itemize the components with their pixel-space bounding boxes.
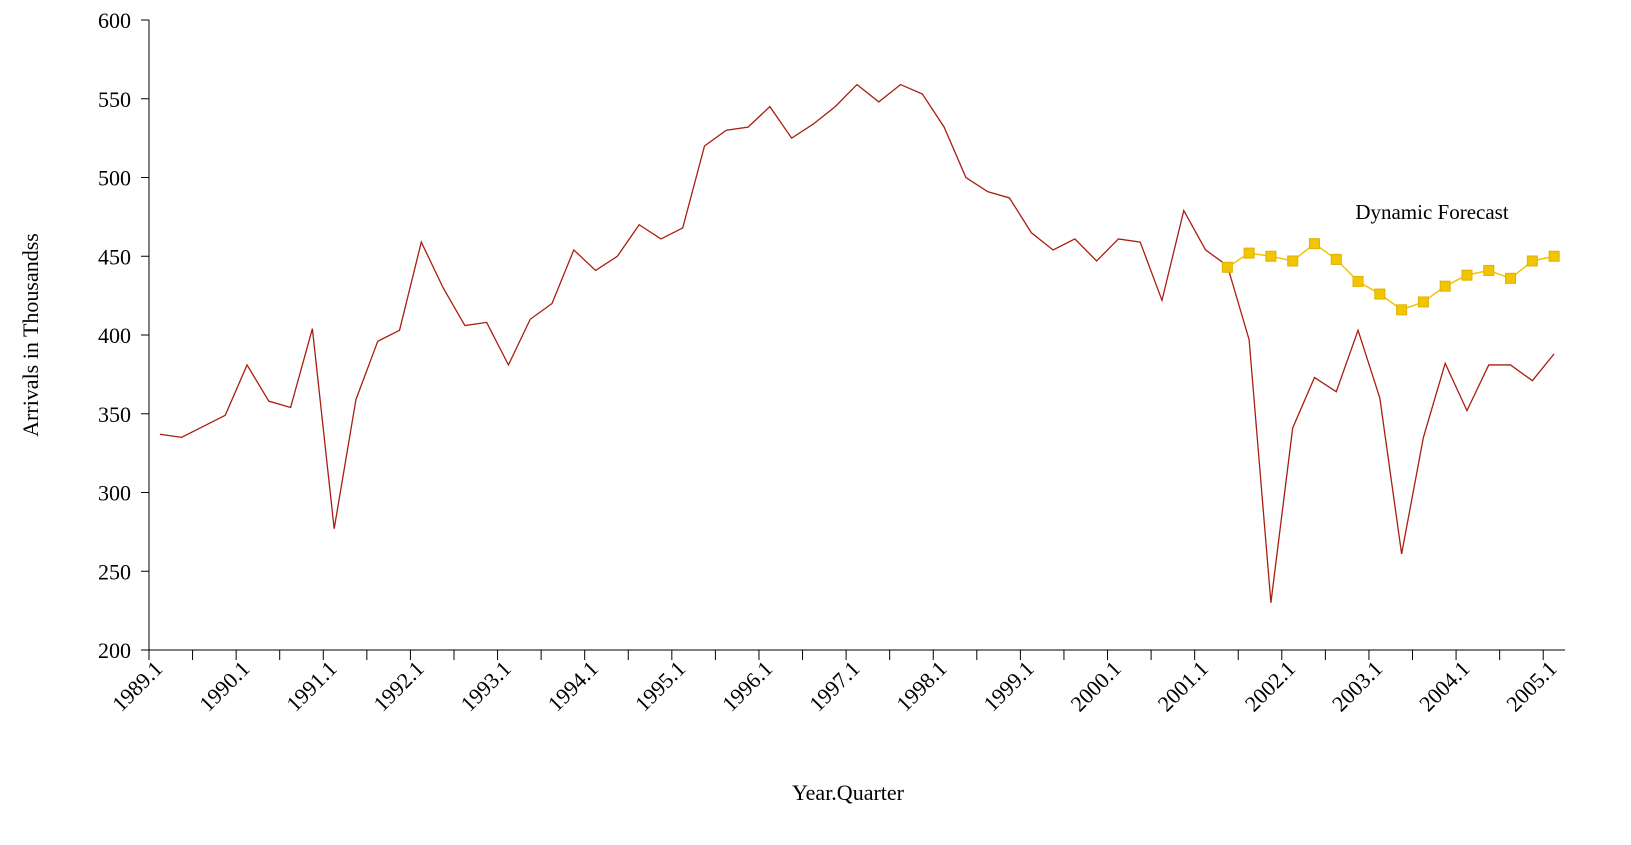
data-point [1505, 272, 1517, 284]
data-point [1221, 261, 1233, 273]
data-point [1265, 250, 1277, 262]
x-tick-label: 1991.1 [281, 656, 341, 716]
data-point [1243, 247, 1255, 259]
data-point [1330, 253, 1342, 265]
y-tick-label: 400 [98, 323, 131, 348]
y-tick-label: 600 [98, 8, 131, 33]
x-tick-label: 2000.1 [1065, 656, 1125, 716]
x-tick-label: 2002.1 [1240, 656, 1300, 716]
y-axis-label: Arrivals in Thousandss [18, 233, 43, 437]
data-point [1417, 296, 1429, 308]
x-axis-label: Year.Quarter [792, 780, 905, 805]
y-tick-label: 250 [98, 559, 131, 584]
data-point [1483, 264, 1495, 276]
data-point [1374, 288, 1386, 300]
x-tick-label: 2001.1 [1153, 656, 1213, 716]
data-point [1396, 304, 1408, 316]
x-tick-label: 1990.1 [194, 656, 254, 716]
data-line [159, 83, 1555, 603]
x-tick-label: 2005.1 [1501, 656, 1561, 716]
data-point [1352, 275, 1364, 287]
y-tick-label: 200 [98, 638, 131, 663]
x-tick-label: 2003.1 [1327, 656, 1387, 716]
data-point [1548, 250, 1560, 262]
data-line [1226, 242, 1555, 311]
data-point [1461, 269, 1473, 281]
y-tick-label: 500 [98, 166, 131, 191]
x-tick-label: 1999.1 [978, 656, 1038, 716]
y-tick-label: 550 [98, 87, 131, 112]
x-tick-label: 1998.1 [891, 656, 951, 716]
y-tick-label: 300 [98, 481, 131, 506]
x-tick-label: 1997.1 [804, 656, 864, 716]
annotation: Dynamic Forecast [1355, 200, 1509, 224]
x-tick-label: 1992.1 [368, 656, 428, 716]
data-point [1308, 238, 1320, 250]
x-tick-label: 1996.1 [717, 656, 777, 716]
y-tick-label: 450 [98, 244, 131, 269]
data-point [1526, 255, 1538, 267]
data-point [1287, 255, 1299, 267]
y-tick-label: 350 [98, 402, 131, 427]
data-point [1439, 280, 1451, 292]
x-tick-label: 1994.1 [543, 656, 603, 716]
x-tick-label: 2004.1 [1414, 656, 1474, 716]
x-tick-label: 1989.1 [107, 656, 167, 716]
x-tick-label: 1995.1 [630, 656, 690, 716]
x-tick-label: 1993.1 [456, 656, 516, 716]
